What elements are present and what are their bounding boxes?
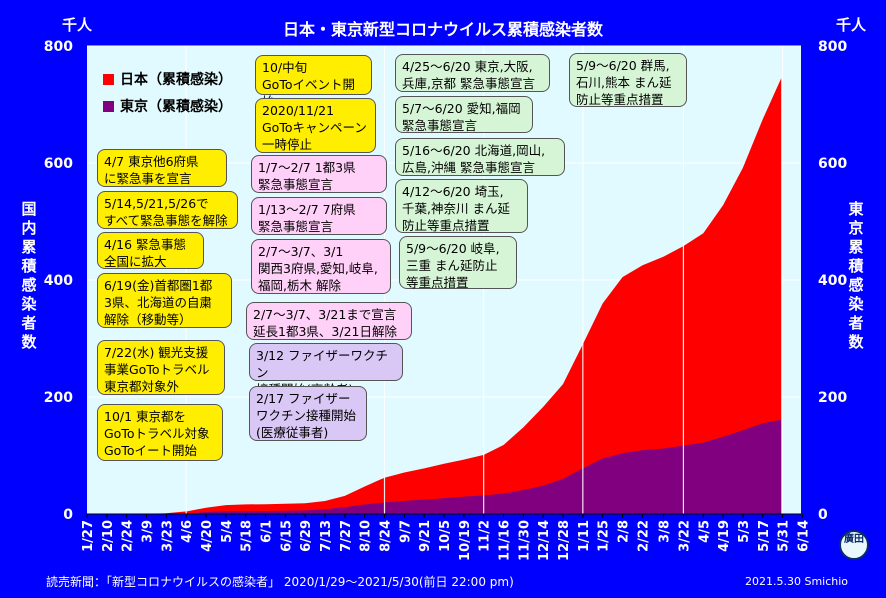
x-tick-label: 5/31	[777, 520, 792, 552]
x-tick-label: 5/4	[220, 520, 235, 543]
x-tick-label: 11/2	[478, 520, 493, 552]
annotation-pfizer-medical: 2/17 ファイザー ワクチン接種開始 (医療従事者)	[249, 386, 367, 441]
legend-swatch-japan	[103, 74, 114, 85]
x-tick-label: 5/18	[240, 520, 255, 552]
annotation-may16: 5/16～6/20 北海道,岡山, 広島,沖縄 緊急事態宣言	[395, 138, 565, 176]
x-tick-label: 3/22	[677, 520, 692, 552]
x-tick-label: 1/11	[577, 520, 592, 552]
annotation-lift-may: 5/14,5/21,5/26で すべて緊急事態を解除	[97, 191, 238, 229]
y-tick-label-right: 400	[818, 273, 847, 289]
x-tick-label: 6/1	[260, 520, 275, 543]
y-tick-label-left: 400	[44, 273, 73, 289]
y-tick-label-left: 600	[44, 156, 73, 172]
legend-label-japan: 日本（累積感染）	[120, 72, 232, 88]
annotation-goto-event: 10/中旬 GoToイベント開始	[255, 55, 372, 109]
annotation-jan7: 1/7～2/7 1都3県 緊急事態宣言	[251, 155, 387, 193]
x-tick-label: 7/13	[319, 520, 334, 552]
annotation-may7: 5/7～6/20 愛知,福岡 緊急事態宣言	[395, 96, 533, 133]
legend-item-japan: 日本（累積感染）	[103, 69, 232, 89]
x-tick-label: 10/19	[458, 520, 473, 561]
x-axis: 1/27 2/10 2/24 3/9 3/23 4/6 4/20 5/4 5/18 6/1 6/15…	[81, 513, 811, 561]
annotation-extension: 2/7～3/7、3/21まで宣言 延長1都3県、3/21日解除	[246, 302, 412, 340]
x-tick-label: 12/28	[557, 520, 572, 561]
x-tick-label: 2/8	[617, 520, 632, 543]
y-tick-label-right: 600	[818, 156, 847, 172]
annotation-oct1: 10/1 東京都を GoToトラベル対象 GoToイート開始	[97, 404, 223, 461]
annotation-pfizer-elderly: 3/12 ファイザーワクチン 接種開始(高齢者)	[249, 343, 403, 397]
x-tick-label: 4/6	[180, 520, 195, 543]
x-tick-label: 5/17	[757, 520, 772, 552]
x-tick-label: 5/3	[737, 520, 752, 543]
annotation-jun19: 6/19(金)首都圏1都 3県、北海道の自粛 解除（移動等）	[97, 273, 232, 328]
credit: 2021.5.30 Smichio	[745, 575, 849, 588]
annotation-apr12: 4/12～6/20 埼玉, 千葉,神奈川 まん延 防止等重点措置	[395, 179, 528, 233]
x-tick-label: 4/5	[697, 520, 712, 543]
y-tick-label-left: 800	[44, 39, 73, 55]
y-tick-label-right: 0	[818, 507, 828, 523]
x-tick-label: 2/10	[101, 520, 116, 552]
x-tick-label: 11/16	[498, 520, 513, 561]
y-tick-label-left: 200	[44, 390, 73, 406]
annotation-goto-suspend: 2020/11/21 GoToキャンペーン 一時停止	[255, 98, 376, 153]
x-tick-label: 11/30	[517, 520, 532, 561]
x-tick-label: 3/9	[141, 520, 156, 543]
x-tick-label: 3/8	[658, 520, 673, 543]
author-seal-text: 廣田	[844, 534, 864, 545]
series-area-japan	[89, 78, 782, 514]
unit-left: 千人	[62, 16, 93, 34]
x-tick-label: 12/14	[537, 520, 552, 561]
x-tick-label: 4/20	[200, 520, 215, 552]
annotation-may9-gunma: 5/9～6/20 群馬, 石川,熊本 まん延 防止等重点措置	[569, 53, 687, 107]
x-tick-label: 9/21	[418, 520, 433, 552]
x-tick-label: 3/23	[160, 520, 175, 552]
legend-swatch-tokyo	[103, 101, 114, 112]
x-tick-label: 10/5	[438, 520, 453, 552]
y-axis-right: 0 200 400 600 800	[818, 39, 847, 523]
annotation-jan13: 1/13～2/7 7府県 緊急事態宣言	[251, 197, 387, 235]
annotation-nationwide-apr16: 4/16 緊急事態 全国に拡大	[97, 232, 204, 269]
y-axis-left: 0 200 400 600 800	[44, 39, 73, 523]
y-axis-label-right: 東京累積感染者数	[848, 200, 864, 351]
x-tick-label: 2/24	[121, 520, 136, 552]
annotation-apr25: 4/25～6/20 東京,大阪, 兵庫,京都 緊急事態宣言	[395, 54, 550, 92]
x-tick-label: 6/14	[796, 520, 811, 552]
chart-title: 日本・東京新型コロナウイルス累積感染者数	[282, 20, 603, 39]
x-tick-label: 6/15	[279, 520, 294, 552]
y-axis-label-left: 国内累積感染者数	[21, 200, 37, 351]
series-areas	[89, 78, 782, 514]
y-tick-label-right: 800	[818, 39, 847, 55]
author-seal: 廣田	[839, 530, 869, 560]
legend-item-tokyo: 東京（累積感染）	[103, 96, 232, 116]
unit-right: 千人	[836, 16, 867, 34]
y-tick-label-right: 200	[818, 390, 847, 406]
annotation-feb7-mar1: 2/7～3/7、3/1 関西3府県,愛知,岐阜, 福岡,栃木 解除	[251, 239, 391, 294]
x-tick-label: 7/27	[339, 520, 354, 552]
x-tick-label: 8/10	[359, 520, 374, 552]
source-note: 読売新聞：「新型コロナウイルスの感染者」 2020/1/29～2021/5/30…	[46, 575, 514, 589]
x-tick-label: 6/29	[299, 520, 314, 552]
x-tick-label: 4/19	[717, 520, 732, 552]
legend-label-tokyo: 東京（累積感染）	[120, 99, 232, 115]
annotation-may9-gifu: 5/9～6/20 岐阜, 三重 まん延防止 等重点措置	[399, 236, 517, 290]
y-tick-label-left: 0	[63, 507, 73, 523]
x-tick-label: 1/27	[81, 520, 96, 552]
x-tick-label: 8/24	[379, 520, 394, 552]
annotation-emergency-apr7: 4/7 東京他6府県 に緊急事を宣言	[97, 149, 227, 187]
x-tick-label: 9/7	[398, 520, 413, 543]
x-tick-label: 2/22	[636, 520, 651, 552]
x-tick-label: 1/25	[597, 520, 612, 552]
annotation-jul22: 7/22(水) 観光支援 事業GoToトラベル 東京都対象外	[97, 340, 225, 395]
series-area-tokyo	[89, 419, 782, 514]
